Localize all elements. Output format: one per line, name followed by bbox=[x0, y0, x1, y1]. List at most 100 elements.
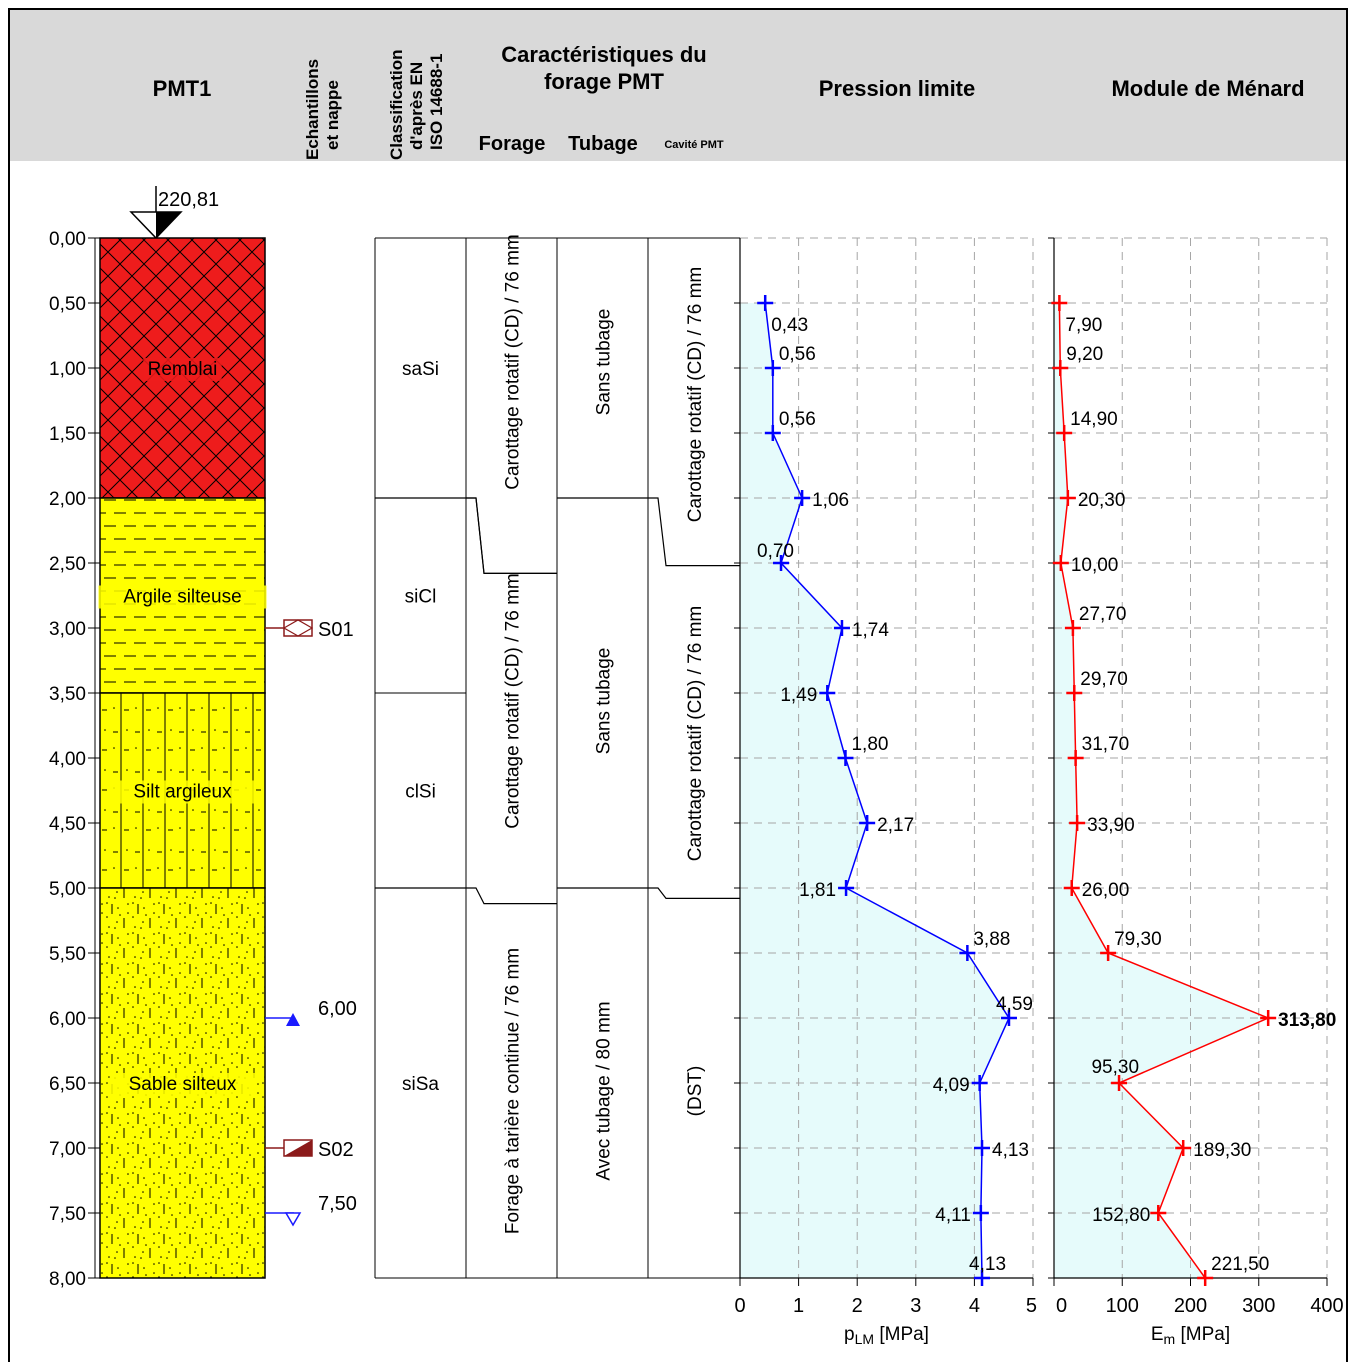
data-point-label: 2,17 bbox=[877, 815, 914, 836]
data-point-label: 221,50 bbox=[1211, 1254, 1269, 1275]
water-level-label: 7,50 bbox=[318, 1193, 357, 1215]
data-point-marker bbox=[974, 1140, 991, 1156]
data-point-label: 0,70 bbox=[757, 541, 794, 562]
data-point-label: 4,11 bbox=[935, 1205, 971, 1226]
pl-chart: 0 1 2 3 4 5 pLM [MPa] 0,43 0,56 0,56 1,06 0,70 1,74 1… bbox=[734, 237, 1037, 1347]
forage-label: Forage à tarière continue / 76 mm bbox=[503, 948, 524, 1234]
forage-label: Carottage rotatif (CD) / 76 mm bbox=[503, 234, 524, 490]
data-point-label: 33,90 bbox=[1087, 815, 1135, 836]
depth-tick-label: 6,50 bbox=[49, 1074, 86, 1095]
x-tick-label: 300 bbox=[1242, 1295, 1275, 1317]
data-series-line bbox=[1058, 302, 1271, 1279]
cavite-label: Carottage rotatif (CD) / 76 mm bbox=[685, 267, 706, 523]
top-elevation: 220,81 bbox=[158, 189, 219, 211]
data-point-marker bbox=[1051, 295, 1068, 311]
data-point-label: 26,00 bbox=[1082, 880, 1130, 901]
data-point-marker bbox=[959, 945, 976, 961]
data-point-label: 1,06 bbox=[812, 490, 849, 511]
depth-tick-label: 2,50 bbox=[49, 554, 86, 575]
data-point-label: 7,90 bbox=[1065, 315, 1102, 336]
data-point-marker bbox=[773, 555, 790, 571]
drilling-forage-header: Forage bbox=[479, 133, 546, 155]
data-point-marker bbox=[971, 1075, 988, 1091]
lithology-column: Remblai Argile silteuse Silt argileux Sable… bbox=[98, 237, 267, 1279]
x-tick-label: 400 bbox=[1310, 1295, 1343, 1317]
data-point-label: 79,30 bbox=[1114, 929, 1162, 950]
data-point-marker bbox=[1197, 1270, 1214, 1286]
data-point-marker bbox=[833, 620, 850, 636]
sample-remanie-mark bbox=[284, 1140, 312, 1156]
em-chart: 0 100 200 300 400 Em [MPa] 7,90 9,20 14,90 20,30 1… bbox=[1048, 237, 1344, 1347]
depth-tick-label: 2,00 bbox=[49, 489, 86, 510]
data-point-label: 14,90 bbox=[1070, 409, 1118, 430]
x-tick-label: 3 bbox=[910, 1295, 921, 1317]
depth-tick-label: 0,50 bbox=[49, 294, 86, 315]
data-point-label: 1,74 bbox=[852, 620, 889, 641]
drilling-header-line2: forage PMT bbox=[544, 69, 664, 94]
sample-intact-icon bbox=[283, 619, 313, 637]
layer-label: Argile silteuse bbox=[123, 587, 241, 608]
drilling-header-line1: Caractéristiques du bbox=[501, 42, 706, 67]
forage-boundary bbox=[466, 887, 557, 905]
tubage-label: Sans tubage bbox=[594, 309, 615, 416]
x-tick-label: 0 bbox=[1056, 1295, 1067, 1317]
data-point-marker bbox=[1150, 1205, 1167, 1221]
layer-label-bg bbox=[109, 780, 256, 804]
data-point-label: 1,49 bbox=[780, 685, 817, 706]
tubage-label: Avec tubage / 80 mm bbox=[594, 1001, 615, 1180]
data-point-marker bbox=[1100, 945, 1117, 961]
layer-label-bg bbox=[143, 358, 222, 381]
data-point-label: 313,80 bbox=[1278, 1010, 1336, 1031]
x-tick-label: 0 bbox=[734, 1295, 745, 1317]
water-level-label: 6,00 bbox=[318, 998, 357, 1020]
data-point-label: 31,70 bbox=[1082, 734, 1130, 755]
data-point-marker bbox=[1052, 555, 1069, 571]
data-point-label: 152,80 bbox=[1092, 1205, 1150, 1226]
boundary-line bbox=[375, 497, 557, 574]
layer-label: Sable silteux bbox=[129, 1074, 237, 1095]
ground-level-fill bbox=[156, 212, 181, 238]
samples-column: S01 S02 6,00 7,50 bbox=[265, 619, 357, 1227]
drilling-cavite-header: Cavité PMT bbox=[664, 139, 724, 151]
data-point-label: 4,59 bbox=[996, 994, 1033, 1015]
data-point-label: 0,56 bbox=[779, 409, 816, 430]
depth-tick-label: 5,50 bbox=[49, 944, 86, 965]
class-label: siCl bbox=[405, 587, 437, 608]
data-point-marker bbox=[764, 360, 781, 376]
classification-column: saSi siCl clSi siSa bbox=[374, 237, 741, 1279]
outer-frame bbox=[8, 8, 1348, 1362]
data-point-marker bbox=[838, 880, 855, 896]
depth-tick-label: 3,50 bbox=[49, 684, 86, 705]
data-point-label: 95,30 bbox=[1091, 1057, 1139, 1078]
data-point-marker bbox=[1066, 685, 1083, 701]
x-tick-label: 1 bbox=[793, 1295, 804, 1317]
depth-axis: 0,00 0,50 1,00 1,50 2,00 2,50 3,00 3,50 4,00 4,50… bbox=[49, 229, 100, 1290]
x-tick-label: 200 bbox=[1174, 1295, 1207, 1317]
layer-label-bg bbox=[109, 1073, 256, 1096]
data-point-marker bbox=[1175, 1140, 1192, 1156]
data-point-marker bbox=[819, 685, 836, 701]
depth-tick-label: 1,00 bbox=[49, 359, 86, 380]
drilling-columns: Carottage rotatif (CD) / 76 mm Carottage … bbox=[375, 234, 740, 1234]
x-axis-title: pLM [MPa] bbox=[844, 1324, 929, 1347]
data-point-marker bbox=[1064, 620, 1081, 636]
data-point-label: 4,13 bbox=[992, 1140, 1029, 1161]
data-point-marker bbox=[1260, 1010, 1277, 1026]
data-point-marker bbox=[1111, 1075, 1128, 1091]
log-title: PMT1 bbox=[153, 76, 212, 101]
class-label: saSi bbox=[402, 359, 439, 380]
data-point-label: 3,88 bbox=[973, 929, 1010, 950]
em-header: Module de Ménard bbox=[1111, 76, 1304, 101]
data-point-marker bbox=[794, 490, 811, 506]
water-open-triangle-icon bbox=[284, 1212, 302, 1227]
data-point-marker bbox=[1056, 425, 1073, 441]
depth-tick-label: 6,00 bbox=[49, 1009, 86, 1030]
layer-label: Remblai bbox=[148, 359, 218, 380]
layer-label-bg bbox=[98, 585, 267, 609]
chart-fill-area bbox=[1054, 303, 1269, 1278]
samples-header: Echantillons et nappe bbox=[303, 54, 342, 160]
data-point-marker bbox=[1069, 815, 1086, 831]
data-point-marker bbox=[1063, 880, 1080, 896]
